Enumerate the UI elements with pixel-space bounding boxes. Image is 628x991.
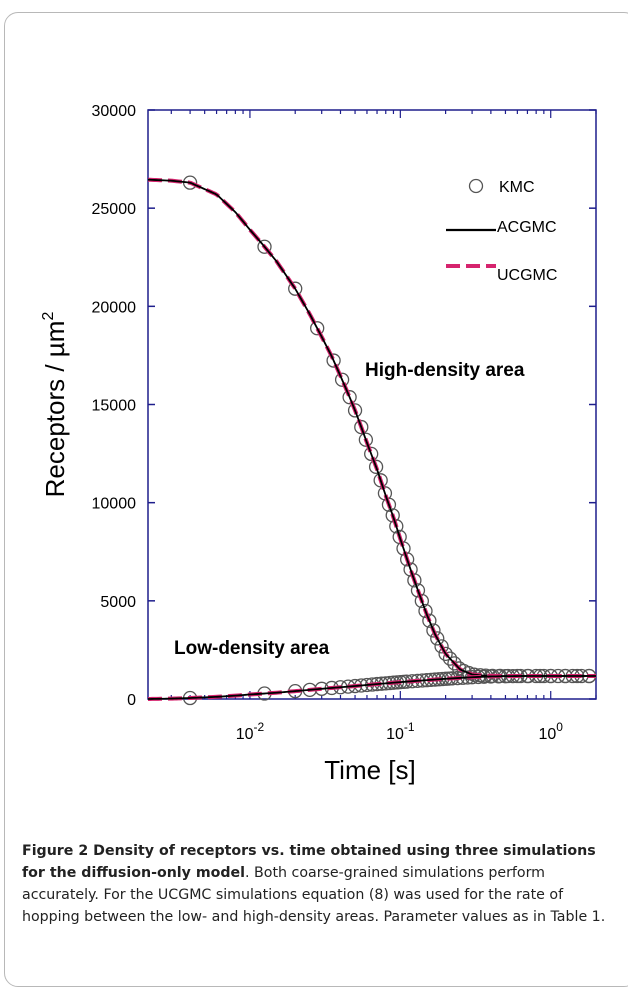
y-tick-label: 15000: [92, 398, 137, 415]
kmc-high-marker: [326, 353, 341, 368]
kmc-high-marker: [310, 321, 325, 336]
legend-label: UCGMC: [497, 267, 557, 284]
kmc-high-marker: [422, 613, 437, 628]
x-tick-label: 10-2: [236, 720, 265, 743]
y-tick-label: 20000: [92, 299, 137, 316]
kmc-high-marker: [403, 562, 418, 577]
chart: 0 5000 10000 15000 20000 25000 30000 10-2 10-1 10…: [40, 103, 597, 785]
legend-kmc-symbol: [468, 178, 484, 194]
kmc-high-marker: [407, 573, 422, 588]
x-tick-label: 10-1: [386, 720, 415, 743]
kmc-high-marker: [334, 372, 350, 387]
kmc-high-marker: [354, 419, 369, 435]
caption-body: . Both coarse-grained simulations perfor…: [22, 865, 606, 925]
kmc-high-marker: [434, 639, 449, 654]
x-tick-label: 100: [538, 720, 563, 743]
caption-lead: Figure 2 Density of receptors vs. time o…: [22, 843, 596, 881]
axes: [147, 109, 597, 700]
kmc-high-marker: [442, 651, 458, 666]
kmc-high-marker: [438, 646, 453, 661]
ucgmc-high-line: [147, 177, 596, 679]
plot-area: [147, 175, 597, 706]
y-axis-label: Receptors / µm2: [40, 312, 70, 498]
kmc-high-marker: [373, 473, 388, 488]
y-tick-label: 5000: [100, 594, 136, 611]
kmc-high-marker: [347, 403, 363, 418]
kmc-high-marker: [396, 541, 411, 556]
labels: 0 5000 10000 15000 20000 25000 30000 10-2 10-1 10…: [40, 103, 563, 785]
y-tick-label: 25000: [92, 201, 137, 218]
y-tick-label: 30000: [92, 103, 137, 120]
x-axis-label: Time [s]: [324, 755, 415, 785]
acgmc-high-line: [147, 178, 596, 677]
legend: KMC ACGMC UCGMC: [446, 178, 557, 284]
kmc-high-marker: [447, 656, 462, 671]
kmc-high-marker: [342, 390, 357, 405]
kmc-high-marker: [414, 593, 429, 609]
annotation-high-density: High-density area: [365, 360, 525, 381]
legend-label: ACGMC: [497, 219, 557, 236]
kmc-high-marker: [430, 631, 445, 646]
kmc-high-marker: [399, 552, 415, 567]
legend-label: KMC: [499, 179, 535, 196]
kmc-high-marker: [410, 583, 426, 598]
kmc-high-marker: [358, 432, 374, 447]
y-tick-label: 10000: [92, 496, 137, 513]
figure-caption: Figure 2 Density of receptors vs. time o…: [22, 840, 612, 928]
y-tick-label: 0: [127, 692, 136, 709]
annotation-low-density: Low-density area: [174, 638, 330, 659]
figure-frame: [4, 12, 628, 987]
kmc-high-marker: [418, 603, 433, 619]
kmc-high-marker: [364, 446, 379, 462]
plot-border: [147, 109, 597, 700]
kmc-high-marker: [257, 239, 272, 254]
kmc-high-marker: [426, 623, 441, 638]
acgmc-low-line: [147, 675, 596, 700]
kmc-high-marker: [368, 459, 384, 474]
kmc-high-marker: [381, 497, 397, 512]
kmc-high-marker: [288, 281, 303, 296]
kmc-high-marker: [385, 508, 400, 523]
